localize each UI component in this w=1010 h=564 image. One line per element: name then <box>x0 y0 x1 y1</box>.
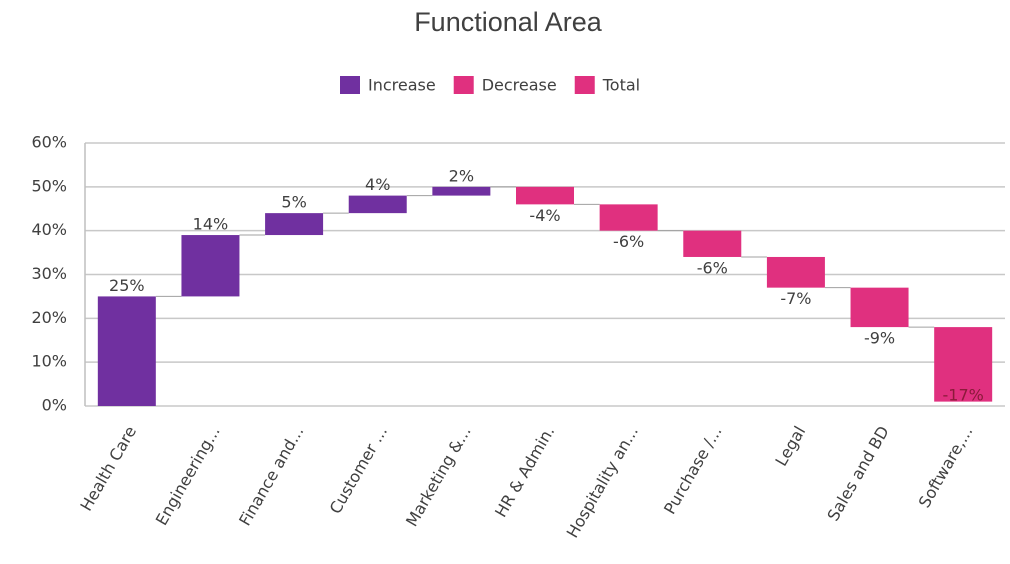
y-tick-label: 20% <box>31 308 67 327</box>
value-label: -6% <box>613 232 644 251</box>
value-label: -7% <box>780 289 811 308</box>
bar <box>850 287 909 328</box>
x-tick-label: Engineering... <box>152 423 224 529</box>
legend-label: Decrease <box>482 76 557 95</box>
y-tick-label: 50% <box>31 176 67 195</box>
value-label: 4% <box>365 175 390 194</box>
bar <box>97 296 156 406</box>
x-tick-label: Purchase /... <box>660 423 726 518</box>
y-tick-label: 0% <box>42 396 67 415</box>
bar <box>181 235 240 297</box>
legend-label: Total <box>602 76 640 95</box>
value-label: -4% <box>529 206 560 225</box>
bar <box>348 195 407 214</box>
bar <box>599 204 658 231</box>
y-tick-label: 40% <box>31 220 67 239</box>
x-tick-label: Sales and BD <box>823 423 893 524</box>
x-tick-label: Finance and... <box>235 423 307 529</box>
value-label: -9% <box>864 329 895 348</box>
x-tick-label: Health Care <box>76 423 140 514</box>
value-label: -17% <box>943 386 984 405</box>
legend-swatch <box>453 76 474 94</box>
value-label: -6% <box>697 258 728 277</box>
legend-swatch <box>574 76 595 94</box>
bar <box>432 186 491 196</box>
x-tick-label: Legal <box>771 423 809 470</box>
value-label: 25% <box>109 276 145 295</box>
legend-swatch <box>340 76 360 94</box>
x-tick-label: Marketing &... <box>402 423 475 530</box>
x-tick-label: Hospitality an... <box>563 423 642 541</box>
x-tick-label: Software,... <box>915 423 977 511</box>
value-label: 14% <box>193 215 229 234</box>
y-tick-label: 30% <box>31 264 67 283</box>
bar <box>516 186 574 205</box>
y-tick-label: 10% <box>31 352 67 371</box>
bar <box>766 256 825 288</box>
value-label: 5% <box>281 193 306 212</box>
value-label: 2% <box>449 166 474 185</box>
x-tick-label: Customer ... <box>326 423 391 517</box>
bar <box>265 213 324 236</box>
chart-title: Functional Area <box>414 7 603 37</box>
x-tick-label: HR & Admin. <box>491 423 558 521</box>
legend-label: Increase <box>368 76 436 95</box>
y-tick-label: 60% <box>31 133 67 152</box>
bar <box>683 230 742 257</box>
bar <box>934 327 993 402</box>
